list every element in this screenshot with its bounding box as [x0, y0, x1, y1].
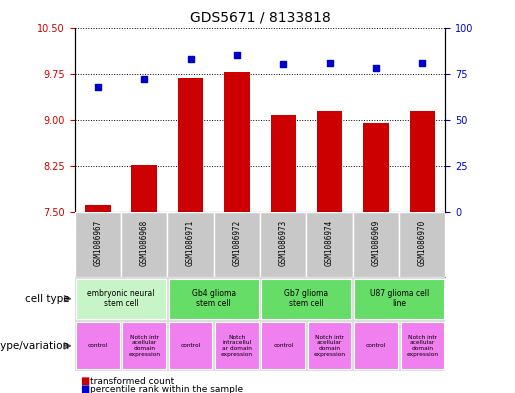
Text: ■: ■	[80, 376, 89, 386]
Point	[94, 83, 102, 90]
Bar	[169, 322, 212, 369]
Point	[279, 61, 287, 68]
Text: GSM1086968: GSM1086968	[140, 220, 149, 266]
Text: Notch intr
acellular
domain
expression: Notch intr acellular domain expression	[406, 335, 438, 357]
Title: GDS5671 / 8133818: GDS5671 / 8133818	[190, 11, 331, 25]
Text: GSM1086967: GSM1086967	[93, 220, 102, 266]
Bar	[169, 279, 259, 319]
Point	[186, 56, 195, 62]
Bar	[260, 212, 306, 277]
Text: control: control	[180, 343, 201, 348]
Bar	[363, 123, 389, 212]
Text: control: control	[88, 343, 108, 348]
Text: GSM1086969: GSM1086969	[371, 220, 381, 266]
Bar	[167, 212, 214, 277]
Text: ■: ■	[80, 384, 89, 393]
Text: GSM1086971: GSM1086971	[186, 220, 195, 266]
Bar	[354, 279, 444, 319]
Bar	[317, 111, 342, 212]
Text: percentile rank within the sample: percentile rank within the sample	[90, 385, 243, 393]
Text: Notch intr
acellular
domain
expression: Notch intr acellular domain expression	[314, 335, 346, 357]
Bar	[409, 111, 435, 212]
Text: cell type: cell type	[25, 294, 70, 304]
Bar	[306, 212, 353, 277]
Text: U87 glioma cell
line: U87 glioma cell line	[369, 289, 429, 309]
Bar	[262, 279, 351, 319]
Text: Gb4 glioma
stem cell: Gb4 glioma stem cell	[192, 289, 236, 309]
Bar	[121, 212, 167, 277]
Bar	[76, 322, 119, 369]
Point	[418, 59, 426, 66]
Point	[325, 59, 334, 66]
Text: Notch intr
acellular
domain
expression: Notch intr acellular domain expression	[128, 335, 160, 357]
Point	[372, 65, 380, 71]
Point	[140, 76, 148, 83]
Bar	[270, 115, 296, 212]
Text: control: control	[273, 343, 294, 348]
Bar	[76, 279, 166, 319]
Bar	[262, 322, 305, 369]
Bar	[354, 322, 398, 369]
Text: transformed count: transformed count	[90, 377, 175, 386]
Point	[233, 52, 241, 58]
Bar	[224, 72, 250, 212]
Text: embryonic neural
stem cell: embryonic neural stem cell	[87, 289, 155, 309]
Bar	[215, 322, 259, 369]
Bar	[353, 212, 399, 277]
Bar	[131, 165, 157, 212]
Bar	[308, 322, 351, 369]
Text: Gb7 glioma
stem cell: Gb7 glioma stem cell	[284, 289, 329, 309]
Text: GSM1086970: GSM1086970	[418, 220, 427, 266]
Bar	[75, 212, 121, 277]
Bar	[399, 212, 445, 277]
Bar	[123, 322, 166, 369]
Bar	[401, 322, 444, 369]
Text: genotype/variation: genotype/variation	[0, 341, 70, 351]
Bar	[85, 205, 111, 212]
Text: GSM1086974: GSM1086974	[325, 220, 334, 266]
Bar	[178, 78, 203, 212]
Text: control: control	[366, 343, 386, 348]
Text: GSM1086973: GSM1086973	[279, 220, 288, 266]
Bar	[214, 212, 260, 277]
Text: Notch
intracellul
ar domain
expression: Notch intracellul ar domain expression	[221, 335, 253, 357]
Text: GSM1086972: GSM1086972	[232, 220, 242, 266]
